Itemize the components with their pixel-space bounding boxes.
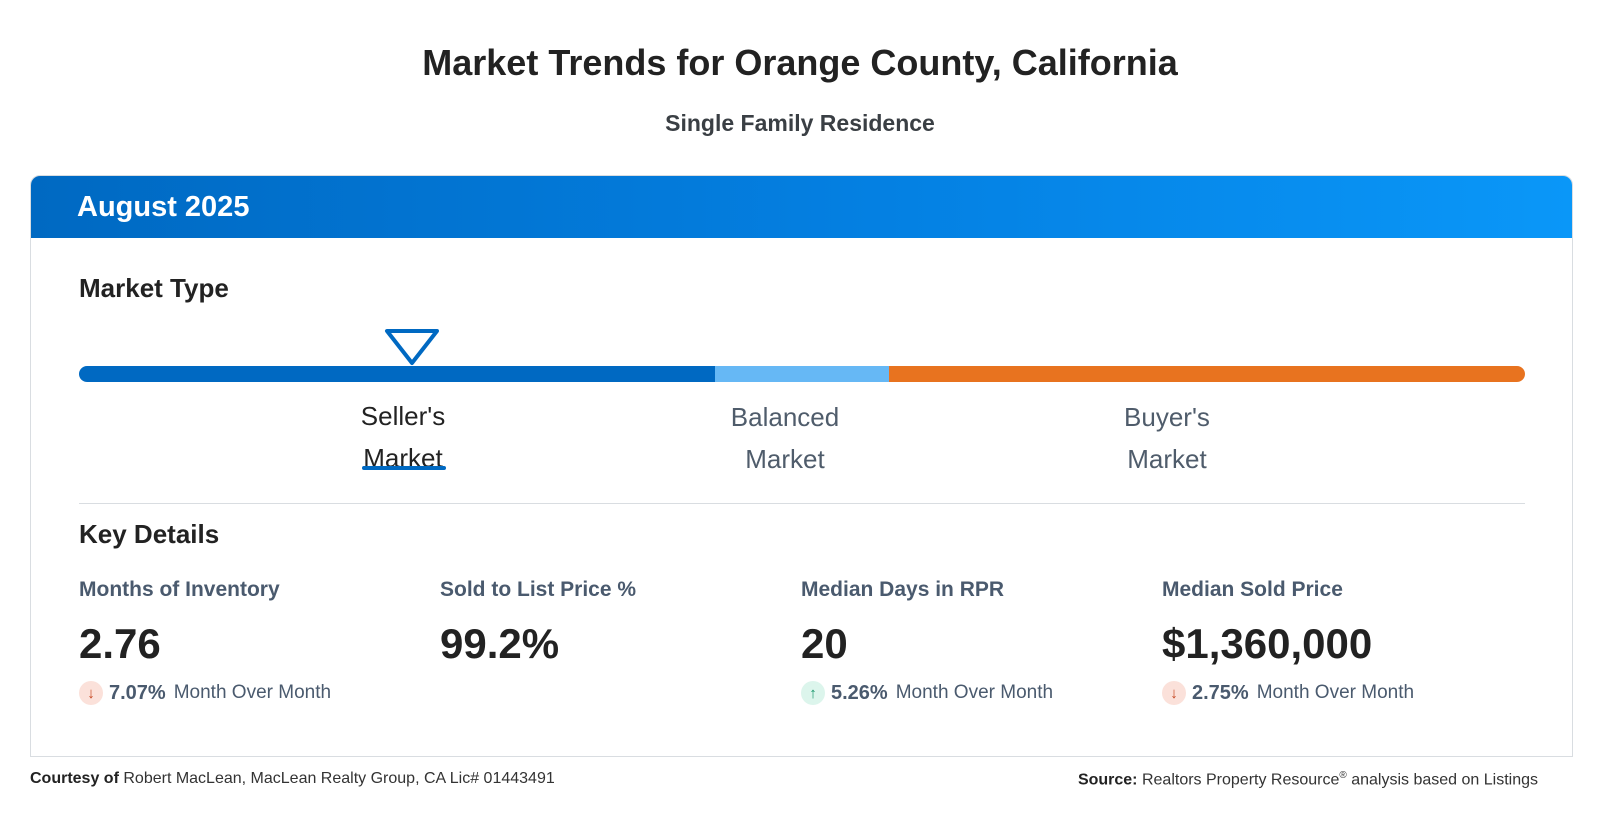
- change-percent: 2.75%: [1192, 681, 1249, 704]
- page-title: Market Trends for Orange County, Califor…: [422, 42, 1178, 83]
- market-type-bar: [79, 366, 1525, 382]
- page-subtitle: Single Family Residence: [665, 110, 935, 136]
- buyers-market-label: Buyer's Market: [1067, 396, 1267, 480]
- source-label: Source:: [1077, 771, 1138, 789]
- card-header: August 2025: [31, 176, 1572, 238]
- metric-months-of-inventory: Months of Inventory 2.76 ↓ 7.07% Month O…: [79, 578, 439, 706]
- metric-label: Months of Inventory: [79, 578, 280, 601]
- triangle-marker-icon: [384, 329, 439, 365]
- metric-value: 20: [801, 620, 848, 667]
- seller-segment: [79, 366, 716, 382]
- period-label: August 2025: [77, 190, 250, 223]
- balanced-market-line1: Balanced: [730, 402, 840, 432]
- metric-value: 2.76: [79, 620, 161, 667]
- metric-label: Median Sold Price: [1162, 578, 1343, 601]
- metric-value: 99.2%: [440, 620, 560, 667]
- courtesy-footer: Courtesy of Robert MacLean, MacLean Real…: [30, 770, 555, 788]
- balanced-market-label: Balanced Market: [685, 396, 885, 480]
- market-type-heading: Market Type: [79, 273, 229, 303]
- arrow-up-icon: ↑: [801, 681, 825, 705]
- sellers-market-line2: Market: [363, 443, 443, 473]
- balanced-market-line2: Market: [745, 444, 825, 474]
- change-percent: 7.07%: [109, 681, 166, 704]
- source-text-rest: analysis based on Listings: [1346, 771, 1538, 789]
- courtesy-label: Courtesy of: [30, 770, 119, 787]
- metric-change: ↑ 5.26% Month Over Month: [801, 680, 1161, 706]
- metric-label: Median Days in RPR: [801, 578, 1005, 601]
- metric-value: $1,360,000: [1162, 620, 1373, 667]
- buyers-market-line1: Buyer's: [1124, 402, 1210, 432]
- arrow-down-icon: ↓: [79, 681, 103, 705]
- arrow-down-icon: ↓: [1162, 681, 1186, 705]
- change-text: Month Over Month: [895, 682, 1054, 703]
- selected-market-underline: [362, 466, 446, 470]
- metric-median-sold-price: Median Sold Price $1,360,000 ↓ 2.75% Mon…: [1162, 578, 1522, 706]
- metric-change: ↓ 7.07% Month Over Month: [79, 680, 439, 706]
- metric-label: Sold to List Price %: [440, 578, 637, 601]
- source-text: Realtors Property Resource: [1141, 771, 1340, 789]
- source-footer: Source: Realtors Property Resource® anal…: [1078, 770, 1538, 789]
- sellers-market-label: Seller's Market: [303, 395, 503, 479]
- registered-mark: ®: [1339, 770, 1347, 781]
- change-text: Month Over Month: [173, 682, 332, 703]
- balanced-segment: [715, 366, 889, 382]
- buyers-market-line2: Market: [1127, 444, 1207, 474]
- metric-median-days-in-rpr: Median Days in RPR 20 ↑ 5.26% Month Over…: [801, 578, 1161, 706]
- metric-sold-to-list-price: Sold to List Price % 99.2%: [440, 578, 800, 668]
- market-card: August 2025 Market Type Seller's Market …: [30, 175, 1573, 757]
- buyer-segment: [888, 366, 1525, 382]
- change-percent: 5.26%: [831, 681, 888, 704]
- sellers-market-line1: Seller's: [360, 401, 446, 431]
- section-divider: [79, 503, 1525, 504]
- change-text: Month Over Month: [1256, 682, 1415, 703]
- metric-change: ↓ 2.75% Month Over Month: [1162, 680, 1522, 706]
- courtesy-text: Robert MacLean, MacLean Realty Group, CA…: [123, 770, 555, 787]
- key-details-heading: Key Details: [79, 519, 220, 549]
